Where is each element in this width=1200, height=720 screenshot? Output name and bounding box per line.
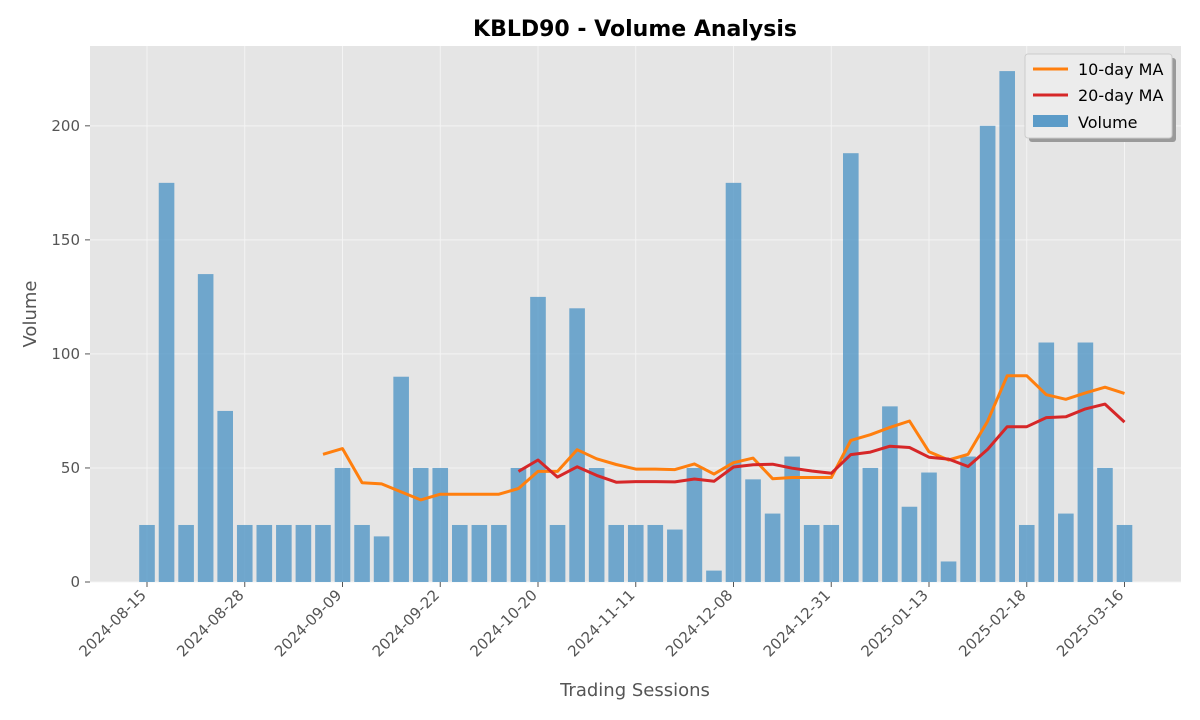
x-tick-label: 2024-11-11 <box>564 586 638 660</box>
volume-bar <box>1058 513 1074 582</box>
volume-bar <box>686 467 703 582</box>
volume-bar <box>276 524 292 582</box>
volume-bar <box>843 153 859 582</box>
volume-bar <box>921 472 937 582</box>
x-tick-label: 2024-09-22 <box>369 586 443 660</box>
volume-bar <box>1116 524 1133 582</box>
legend-label-volume: Volume <box>1078 113 1138 132</box>
volume-bar <box>491 524 507 582</box>
volume-bar <box>706 570 722 582</box>
volume-bar <box>608 524 624 582</box>
volume-bar <box>999 71 1015 583</box>
volume-bar <box>295 524 312 582</box>
volume-bar <box>549 524 566 582</box>
volume-bar <box>158 182 175 582</box>
volume-bar <box>940 561 957 582</box>
y-tick-label: 200 <box>51 117 80 135</box>
y-tick-label: 100 <box>51 345 80 363</box>
y-tick-label: 150 <box>51 231 80 249</box>
x-tick-label: 2024-12-31 <box>760 586 834 660</box>
legend-label-10-day-ma: 10-day MA <box>1078 60 1163 79</box>
volume-bar <box>236 524 253 582</box>
volume-bar <box>1018 524 1035 582</box>
volume-bar <box>745 479 761 582</box>
volume-bar <box>256 524 273 582</box>
x-tick-label: 2024-10-20 <box>466 586 540 660</box>
x-tick-label: 2024-09-09 <box>271 586 345 660</box>
volume-bar <box>588 467 605 582</box>
volume-bar <box>315 524 331 582</box>
volume-bar <box>471 524 488 582</box>
y-axis-label: Volume <box>20 281 41 348</box>
legend-swatch-volume <box>1033 115 1068 127</box>
x-tick-label: 2024-08-28 <box>173 586 247 660</box>
x-axis-label: Trading Sessions <box>559 680 710 701</box>
volume-bar <box>627 524 644 582</box>
volume-bar <box>1077 342 1094 582</box>
volume-bar <box>139 524 155 582</box>
x-tick-label: 2025-03-16 <box>1053 586 1127 660</box>
volume-bar <box>432 467 449 582</box>
x-tick-label: 2024-08-15 <box>75 586 149 660</box>
volume-bar <box>373 536 390 582</box>
volume-bar <box>803 524 820 582</box>
line-20-day-ma <box>517 402 1126 484</box>
y-tick-label: 50 <box>61 459 80 477</box>
volume-bar <box>882 406 898 582</box>
volume-bar <box>647 524 664 582</box>
volume-bars <box>139 71 1133 583</box>
volume-bar <box>784 456 800 582</box>
volume-bar <box>901 506 918 582</box>
volume-bar <box>979 125 996 583</box>
volume-bar <box>569 308 585 582</box>
volume-bar <box>452 524 468 582</box>
volume-bar <box>393 376 409 582</box>
volume-bar <box>197 274 214 582</box>
volume-bar <box>667 529 683 582</box>
volume-bar <box>530 296 546 582</box>
volume-bar <box>1038 342 1055 582</box>
volume-bar <box>823 524 840 582</box>
legend: 10-day MA 20-day MA Volume <box>1024 53 1176 142</box>
chart-title: KBLD90 - Volume Analysis <box>473 17 797 42</box>
legend-label-20-day-ma: 20-day MA <box>1078 86 1163 105</box>
volume-bar <box>862 467 879 582</box>
volume-bar <box>178 524 194 582</box>
y-tick-label: 0 <box>70 573 80 591</box>
volume-bar <box>1097 467 1113 582</box>
volume-bar <box>354 524 370 582</box>
volume-bar <box>510 467 527 582</box>
volume-bar <box>725 182 742 582</box>
volume-bar <box>217 410 233 582</box>
x-tick-label: 2024-12-08 <box>662 586 736 660</box>
volume-bar <box>960 456 976 582</box>
y-axis-ticks: 0 50 100 150 200 <box>51 117 90 591</box>
line-10-day-ma <box>322 374 1125 502</box>
x-tick-label: 2025-02-18 <box>955 586 1029 660</box>
volume-bar <box>764 513 781 582</box>
x-tick-label: 2025-01-13 <box>857 586 931 660</box>
volume-bar <box>412 467 429 582</box>
volume-bar <box>334 467 351 582</box>
x-axis-ticks: 2024-08-15 2024-08-28 2024-09-09 2024-09-22… <box>75 582 1127 660</box>
moving-average-lines <box>322 374 1126 502</box>
